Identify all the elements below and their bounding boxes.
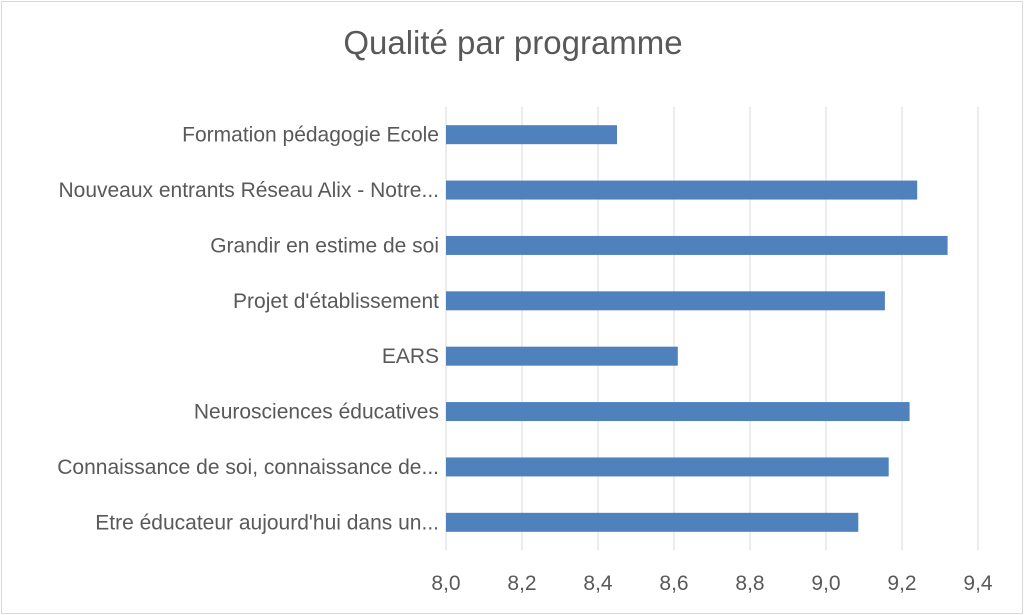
- category-label: Nouveaux entrants Réseau Alix - Notre...: [58, 179, 439, 202]
- x-tick-label: 8,8: [735, 572, 764, 595]
- bar: [446, 235, 948, 255]
- category-label: Connaissance de soi, connaissance de...: [57, 456, 439, 479]
- category-label: Etre éducateur aujourd'hui dans un...: [95, 511, 439, 534]
- bar: [446, 291, 885, 311]
- bar: [446, 125, 617, 145]
- category-label: Projet d'établissement: [233, 290, 439, 313]
- x-tick-label: 9,2: [887, 572, 916, 595]
- x-tick-label: 9,0: [811, 572, 840, 595]
- x-tick-label: 9,4: [963, 572, 993, 595]
- bar: [446, 180, 918, 200]
- bar: [446, 457, 889, 477]
- chart-title: Qualité par programme: [343, 24, 683, 61]
- x-tick-label: 8,6: [659, 572, 688, 595]
- category-label: Neurosciences éducatives: [194, 401, 439, 424]
- category-label: EARS: [382, 345, 439, 368]
- x-tick-label: 8,0: [431, 572, 460, 595]
- bar: [446, 346, 678, 366]
- bar: [446, 512, 859, 532]
- bar: [446, 402, 910, 422]
- category-label: Grandir en estime de soi: [210, 234, 439, 257]
- category-label: Formation pédagogie Ecole: [182, 124, 439, 147]
- x-tick-label: 8,2: [507, 572, 536, 595]
- x-tick-label: 8,4: [583, 572, 613, 595]
